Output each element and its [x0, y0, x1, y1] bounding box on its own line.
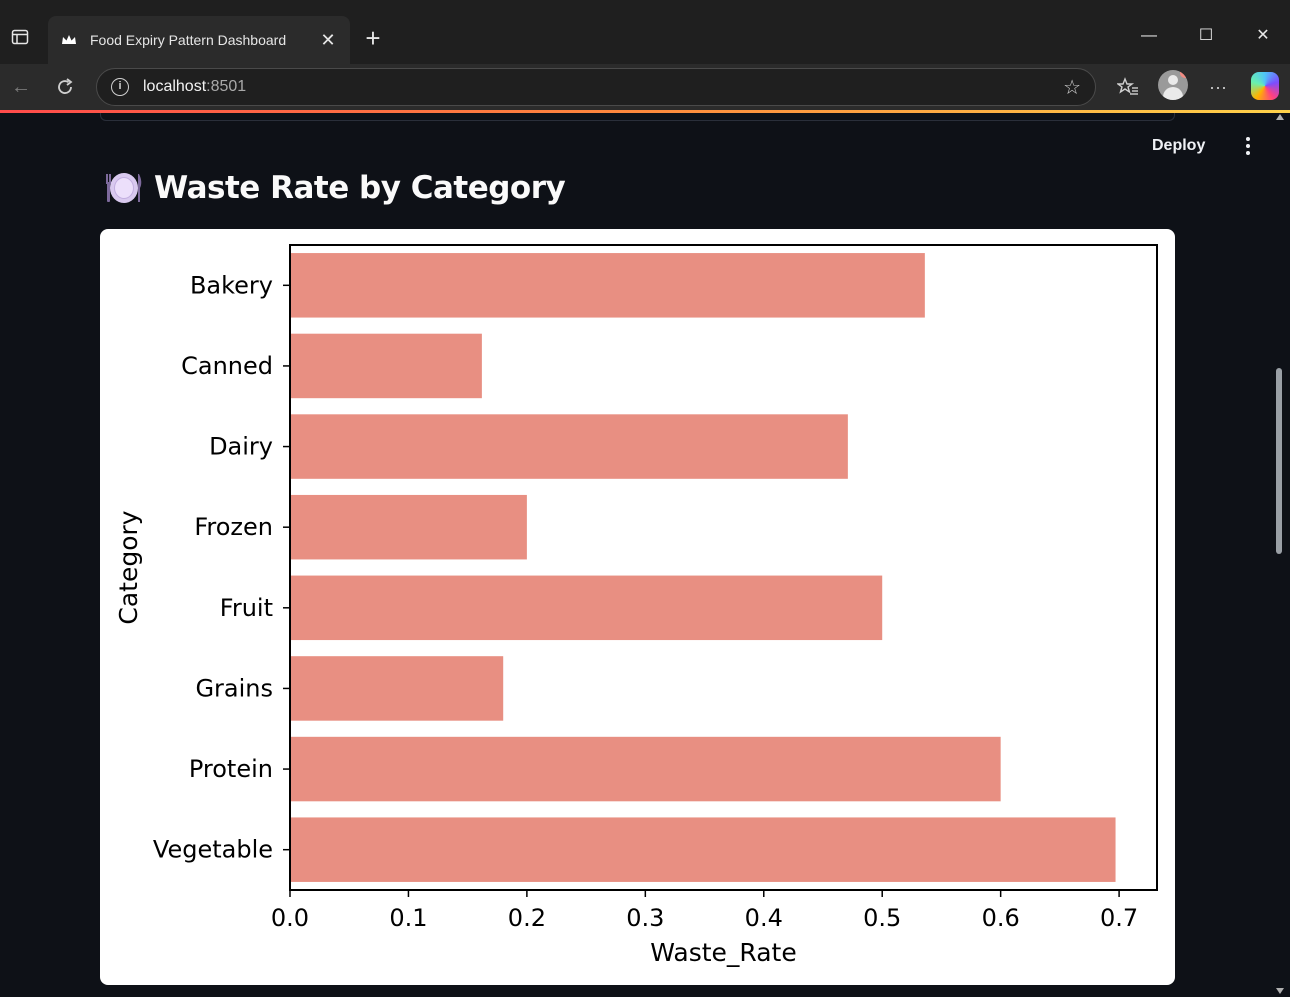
minimize-icon[interactable]: — [1141, 27, 1157, 44]
address-bar[interactable]: i localhost:8501 ☆ [96, 68, 1096, 106]
bar-fruit [290, 575, 883, 641]
plot-frame [289, 244, 1158, 891]
bar-bakery [290, 253, 925, 318]
reload-icon[interactable] [50, 72, 80, 102]
bookmark-star-icon[interactable]: ☆ [1063, 76, 1081, 99]
scrollbar-track[interactable] [1272, 113, 1286, 997]
y-tick-label: Dairy [209, 433, 273, 461]
x-tick-label: 0.4 [745, 904, 783, 932]
bar-canned [290, 333, 482, 399]
x-tick-label: 0.1 [389, 904, 427, 932]
x-tick-label: 0.7 [1100, 904, 1138, 932]
tab-actions-icon[interactable] [0, 10, 40, 64]
url-host: localhost [143, 78, 207, 95]
y-tick-label: Vegetable [153, 836, 273, 864]
page-title: Waste Rate by Category [154, 170, 566, 206]
scrollbar-thumb[interactable] [1276, 368, 1282, 554]
y-tick-label: Protein [189, 755, 273, 783]
bar-protein [290, 736, 1001, 802]
browser-toolbar: ← i localhost:8501 ☆ ··· [0, 64, 1290, 110]
streamlit-app: Deploy Waste Rate by Category Bakery Cann… [0, 113, 1290, 997]
bar-frozen [290, 494, 527, 560]
back-arrow-icon[interactable]: ← [11, 76, 31, 98]
x-tick-label: 0.3 [626, 904, 664, 932]
tab-title: Food Expiry Pattern Dashboard [90, 32, 287, 48]
x-axis-label: Waste_Rate [650, 938, 796, 967]
deploy-button[interactable]: Deploy [1152, 137, 1206, 154]
x-tick-label: 0.0 [271, 904, 309, 932]
x-tick-label: 0.2 [508, 904, 546, 932]
browser-titlebar: Food Expiry Pattern Dashboard ✕ + — ☐ ✕ [0, 0, 1290, 64]
bar-dairy [290, 414, 848, 479]
scroll-up-icon[interactable] [1276, 114, 1284, 120]
url-port: :8501 [206, 78, 247, 95]
previous-element-frame [100, 113, 1175, 121]
new-tab-icon[interactable]: + [365, 23, 381, 53]
chart-container: Bakery Canned Dairy Frozen Fruit Grains Protei… [100, 229, 1175, 985]
page-heading: Waste Rate by Category [104, 168, 566, 208]
copilot-icon[interactable] [1251, 72, 1279, 100]
bar-vegetable [290, 817, 1116, 882]
browser-tab-active[interactable]: Food Expiry Pattern Dashboard ✕ [48, 16, 350, 64]
y-tick-label: Grains [195, 674, 273, 702]
maximize-icon[interactable]: ☐ [1198, 27, 1214, 44]
plate-with-cutlery-icon [106, 173, 142, 203]
more-options-icon[interactable]: ··· [1209, 77, 1227, 97]
favorites-icon[interactable] [1114, 72, 1142, 102]
y-tick-label: Frozen [194, 513, 273, 541]
scroll-down-icon[interactable] [1276, 988, 1284, 994]
streamlit-crown-icon [60, 31, 78, 49]
streamlit-decoration-bar [0, 110, 1290, 113]
y-tick-label: Bakery [190, 271, 273, 299]
x-tick-label: 0.5 [863, 904, 901, 932]
y-tick-label: Canned [181, 352, 273, 380]
x-tick-label: 0.6 [982, 904, 1020, 932]
close-tab-icon[interactable]: ✕ [320, 29, 336, 50]
y-tick-label: Fruit [220, 594, 273, 622]
bar-chart: Bakery Canned Dairy Frozen Fruit Grains Protei… [114, 244, 1158, 967]
profile-avatar[interactable] [1158, 70, 1188, 100]
main-menu-icon[interactable] [1240, 135, 1256, 159]
site-info-icon[interactable]: i [111, 78, 129, 96]
y-axis-label: Category [114, 510, 143, 624]
bar-grains [290, 656, 504, 721]
close-window-icon[interactable]: ✕ [1256, 27, 1270, 44]
